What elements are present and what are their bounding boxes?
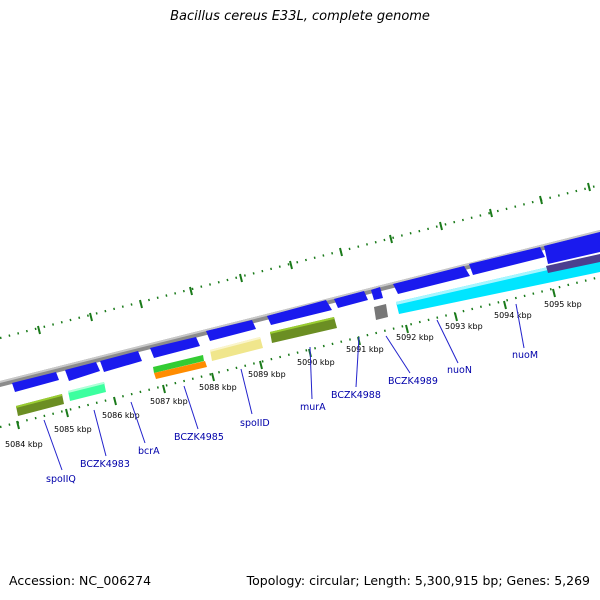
cds-purple [546,254,600,273]
kbp-label: 5084 kbp [5,440,43,449]
gene-label-nuoN: nuoN [447,365,472,376]
cds-spring [68,382,106,401]
kbp-label: 5094 kbp [494,311,532,320]
gene-arrow [150,337,200,358]
gene-arrow [206,320,256,341]
kbp-label: 5092 kbp [396,333,434,342]
gene-label-spoIID: spoIID [240,418,270,429]
cds-olive [270,317,337,343]
kbp-label: 5088 kbp [199,383,237,392]
gene-label-spoIIQ: spoIIQ [46,474,76,485]
gene-labels: spoIIQ BCZK4983 bcrA BCZK4985 spoIID mur… [46,350,538,485]
gene-arrow [371,287,383,300]
gene-label-BCZK4989: BCZK4989 [388,376,438,387]
gene-label-nuoM: nuoM [512,350,538,361]
kbp-label: 5090 kbp [297,358,335,367]
kbp-label: 5085 kbp [54,425,92,434]
gene-label-BCZK4985: BCZK4985 [174,432,224,443]
kbp-label: 5095 kbp [544,300,582,309]
kbp-label: 5089 kbp [248,370,286,379]
cds-green [153,355,204,373]
gene-arrow [100,351,142,372]
outer-tick-ring [0,182,600,340]
gene-arrow [393,266,470,294]
cds-orange [154,361,207,379]
gene-label-BCZK4983: BCZK4983 [80,459,130,470]
kbp-label: 5086 kbp [102,411,140,420]
kbp-label: 5091 kbp [346,345,384,354]
cds-features [16,254,600,416]
gene-arrow [267,300,332,325]
gene-label-murA: murA [300,402,326,413]
cds-khaki [210,337,263,361]
map-title: Bacillus cereus E33L, complete genome [170,9,430,24]
gene-label-bcrA: bcrA [138,446,160,457]
label-leader-lines [43,303,525,471]
kbp-label: 5093 kbp [445,322,483,331]
cds-gray [374,304,388,320]
forward-genes [12,232,600,392]
gene-label-BCZK4988: BCZK4988 [331,390,381,401]
gene-arrow [469,247,545,275]
gene-arrow [65,362,100,381]
gene-arrow [334,291,368,308]
genome-summary-text: Topology: circular; Length: 5,300,915 bp… [246,573,590,588]
cds-olive [16,394,64,416]
kbp-label: 5087 kbp [150,397,188,406]
gene-arrow [544,232,600,264]
gene-arrow [12,372,59,392]
accession-text: Accession: NC_006274 [9,573,152,588]
kbp-labels: 5084 kbp 5085 kbp 5086 kbp 5087 kbp 5088… [5,300,582,449]
